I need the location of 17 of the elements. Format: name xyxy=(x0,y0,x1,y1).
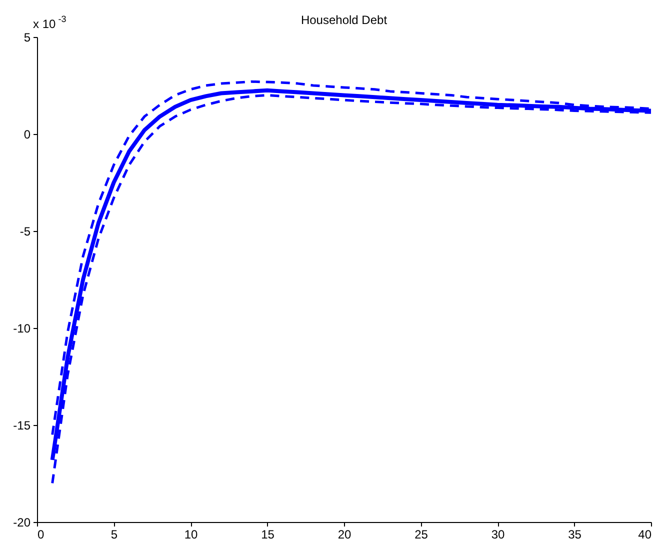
x-tick-label: 40 xyxy=(638,528,652,542)
x-tick-label: 15 xyxy=(261,528,275,542)
x-tick-label: 10 xyxy=(184,528,198,542)
x-tick-label: 20 xyxy=(338,528,352,542)
x-tick-label: 35 xyxy=(568,528,582,542)
text: x 10-3 xyxy=(33,14,66,31)
y-tick-label: 0 xyxy=(24,128,31,142)
chart-title: Household Debt xyxy=(300,13,388,27)
x-tick-label: 30 xyxy=(491,528,505,542)
y-tick-label: -15 xyxy=(13,418,31,432)
y-tick-label: -5 xyxy=(20,224,31,238)
y-tick-label: 5 xyxy=(24,30,31,44)
y-tick-label: -20 xyxy=(13,516,31,530)
y-tick-label: -10 xyxy=(13,322,31,336)
x-tick-label: 5 xyxy=(110,528,118,542)
x-tick-label: 0 xyxy=(38,528,44,542)
x-tick-label: 25 xyxy=(414,528,428,542)
